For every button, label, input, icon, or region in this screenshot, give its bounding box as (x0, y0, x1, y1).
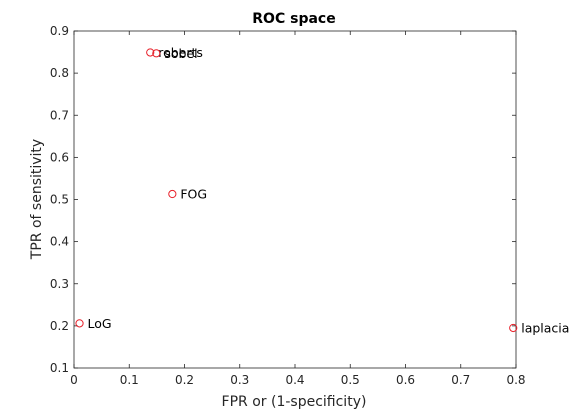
x-tick-label: 0.3 (230, 373, 249, 387)
y-axis-label: TPR of sensitivity (29, 139, 45, 260)
y-tick-label: 0.1 (50, 361, 69, 375)
x-axis-label: FPR or (1-specificity) (222, 394, 367, 410)
y-tick-label: 0.9 (50, 24, 69, 38)
y-tick-label: 0.6 (50, 150, 69, 164)
x-tick-label: 0.6 (396, 373, 415, 387)
data-point-marker (75, 319, 84, 328)
x-tick-label: 0.5 (341, 373, 360, 387)
y-tick-label: 0.4 (50, 235, 69, 249)
x-tick-label: 0.2 (175, 373, 194, 387)
data-point-label: laplacian (521, 320, 570, 335)
y-tick-label: 0.2 (50, 319, 69, 333)
x-tick-label: 0 (70, 373, 78, 387)
x-tick-label: 0.1 (120, 373, 139, 387)
y-tick-label: 0.5 (50, 193, 69, 207)
data-point-label: sobel (164, 46, 197, 61)
x-tick-label: 0.8 (506, 373, 525, 387)
y-tick-label: 0.7 (50, 108, 69, 122)
x-tick-label: 0.4 (285, 373, 304, 387)
data-point-marker (152, 49, 161, 58)
data-point-marker (168, 189, 177, 199)
axis-ticks: 0 0.1 0.2 0.3 0.4 0.5 0.6 0.7 0.80.10.20.30.40.5… (50, 24, 526, 387)
x-tick-label: 0.7 (451, 373, 470, 387)
y-tick-label: 0.8 (50, 66, 69, 80)
data-point-marker (146, 48, 155, 57)
data-point-label: roberts (158, 45, 203, 60)
plot-axes (73, 30, 517, 369)
data-point-label: LoG (88, 316, 112, 331)
data-point-marker (509, 323, 518, 333)
y-tick-label: 0.3 (50, 277, 69, 291)
chart-title: ROC space (252, 11, 335, 27)
plot-frame (73, 30, 517, 369)
data-point-label: FOG (180, 187, 207, 202)
